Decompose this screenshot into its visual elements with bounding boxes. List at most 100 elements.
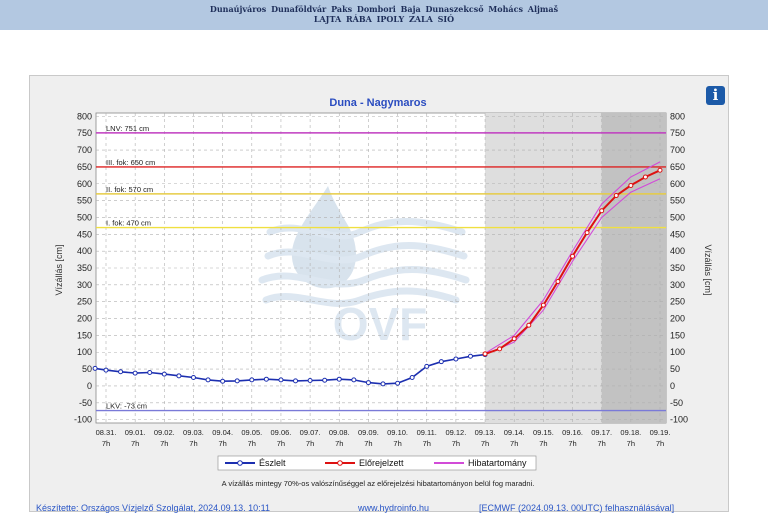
- nav-station-link-6[interactable]: Mohács: [488, 4, 523, 14]
- x-tick-label-time: 7h: [277, 439, 285, 448]
- x-tick-label-time: 7h: [218, 439, 226, 448]
- credits-model: [ECMWF (2024.09.13. 00UTC) felhasználásá…: [479, 503, 675, 513]
- nav-station-link-3[interactable]: Dombori: [356, 4, 396, 14]
- y-tick-label-right: 550: [670, 196, 685, 206]
- y-tick-label-left: 750: [77, 128, 92, 138]
- reference-line-label: II. fok: 570 cm: [106, 185, 153, 194]
- y-tick-label-left: 800: [77, 111, 92, 121]
- point-observed: [467, 353, 473, 359]
- x-tick-label-date: 09.09.: [358, 428, 379, 437]
- y-tick-label-left: 150: [77, 330, 92, 340]
- y-tick-label-left: 300: [77, 280, 92, 290]
- point-observed: [103, 367, 109, 373]
- series-line-observed: [94, 353, 486, 385]
- info-icon[interactable]: i: [706, 86, 725, 105]
- nav-river-link-4[interactable]: SIÓ: [437, 14, 455, 24]
- y-tick-label-right: 500: [670, 212, 685, 222]
- x-tick-label-date: 09.07.: [300, 428, 321, 437]
- point-observed: [132, 370, 138, 376]
- nav-river-link-0[interactable]: LAJTA: [313, 14, 342, 24]
- point-observed: [351, 377, 357, 383]
- y-tick-label-left: 0: [87, 381, 92, 391]
- nav-station-link-0[interactable]: Dunaújváros: [209, 4, 267, 14]
- y-tick-label-right: 450: [670, 229, 685, 239]
- watermark-wave-1: [264, 242, 468, 264]
- x-tick-label-date: 09.05.: [241, 428, 262, 437]
- x-tick-label-time: 7h: [335, 439, 343, 448]
- x-tick-label-date: 09.10.: [387, 428, 408, 437]
- legend-marker: [237, 460, 243, 466]
- point-observed: [424, 363, 430, 369]
- point-observed: [322, 377, 328, 383]
- y-axis-label-left: Vízállás [cm]: [54, 244, 64, 295]
- y-tick-label-left: 650: [77, 162, 92, 172]
- nav-station-link-1[interactable]: Dunaföldvár: [271, 4, 327, 14]
- x-tick-label-time: 7h: [189, 439, 197, 448]
- y-tick-label-right: 650: [670, 162, 685, 172]
- x-tick-label-time: 7h: [248, 439, 256, 448]
- x-tick-label-date: 09.11.: [417, 428, 437, 437]
- x-tick-label-date: 09.02.: [154, 428, 175, 437]
- y-tick-label-left: 400: [77, 246, 92, 256]
- error-band-upper: [484, 161, 661, 354]
- reference-line-label: LNV: 751 cm: [106, 124, 149, 133]
- credits-website[interactable]: www.hydroinfo.hu: [358, 503, 430, 513]
- x-tick-label-date: 09.15.: [533, 428, 554, 437]
- y-tick-label-right: 250: [670, 297, 685, 307]
- point-observed: [220, 378, 226, 384]
- point-observed: [395, 380, 401, 386]
- reference-line-label: LKV: -73 cm: [106, 402, 147, 411]
- chart-title: Duna - Nagymaros: [329, 97, 426, 109]
- point-observed: [147, 369, 153, 375]
- nav-station-link-5[interactable]: Dunaszekcső: [425, 4, 484, 14]
- y-axis-label-right: Vízállás [cm]: [703, 244, 713, 295]
- nav-station-link-7[interactable]: Aljmaš: [527, 4, 559, 14]
- nav-river-link-2[interactable]: IPOLY: [376, 14, 405, 24]
- nav-station-link-2[interactable]: Paks: [331, 4, 353, 14]
- point-observed: [438, 359, 444, 365]
- x-tick-label-date: 09.19.: [650, 428, 671, 437]
- station-navigation: Dunaújváros Dunaföldvár Paks Dombori Baj…: [0, 0, 768, 30]
- point-observed: [263, 376, 269, 382]
- point-forecast: [642, 174, 648, 180]
- nav-river-link-1[interactable]: RÁBA: [345, 14, 372, 24]
- point-observed: [365, 380, 371, 386]
- x-tick-label-time: 7h: [306, 439, 314, 448]
- x-tick-label-time: 7h: [131, 439, 139, 448]
- point-observed: [278, 377, 284, 383]
- point-observed: [190, 375, 196, 381]
- y-tick-label-right: -100: [670, 415, 688, 425]
- x-tick-label-time: 7h: [568, 439, 576, 448]
- y-tick-label-right: 200: [670, 314, 685, 324]
- x-tick-label-time: 7h: [393, 439, 401, 448]
- legend: Észlelt Előrejelzett Hibatartomány: [217, 455, 537, 471]
- point-observed: [409, 375, 415, 381]
- y-tick-label-right: 400: [670, 246, 685, 256]
- nav-station-link-4[interactable]: Baja: [400, 4, 421, 14]
- y-tick-label-left: 100: [77, 347, 92, 357]
- y-tick-label-left: 450: [77, 229, 92, 239]
- point-observed: [176, 373, 182, 379]
- legend-label: Észlelt: [259, 458, 286, 468]
- point-forecast: [657, 167, 663, 173]
- x-tick-label-time: 7h: [598, 439, 606, 448]
- x-tick-label-time: 7h: [160, 439, 168, 448]
- point-forecast: [511, 336, 517, 342]
- nav-river-link-3[interactable]: ZALA: [408, 14, 433, 24]
- x-tick-label-date: 08.31.: [96, 428, 117, 437]
- y-tick-label-right: 300: [670, 280, 685, 290]
- x-tick-label-date: 09.04.: [212, 428, 233, 437]
- x-tick-label-date: 09.08.: [329, 428, 350, 437]
- y-tick-label-left: 550: [77, 196, 92, 206]
- watermark-wave-3: [262, 287, 460, 307]
- watermark-text: OVF: [333, 298, 428, 350]
- y-tick-label-left: -100: [74, 415, 92, 425]
- y-tick-label-right: 350: [670, 263, 685, 273]
- point-observed: [118, 369, 124, 375]
- point-forecast: [628, 182, 634, 188]
- point-observed: [205, 377, 211, 383]
- x-tick-label-date: 09.16.: [562, 428, 583, 437]
- y-tick-label-left: 600: [77, 179, 92, 189]
- y-tick-label-right: 50: [670, 364, 680, 374]
